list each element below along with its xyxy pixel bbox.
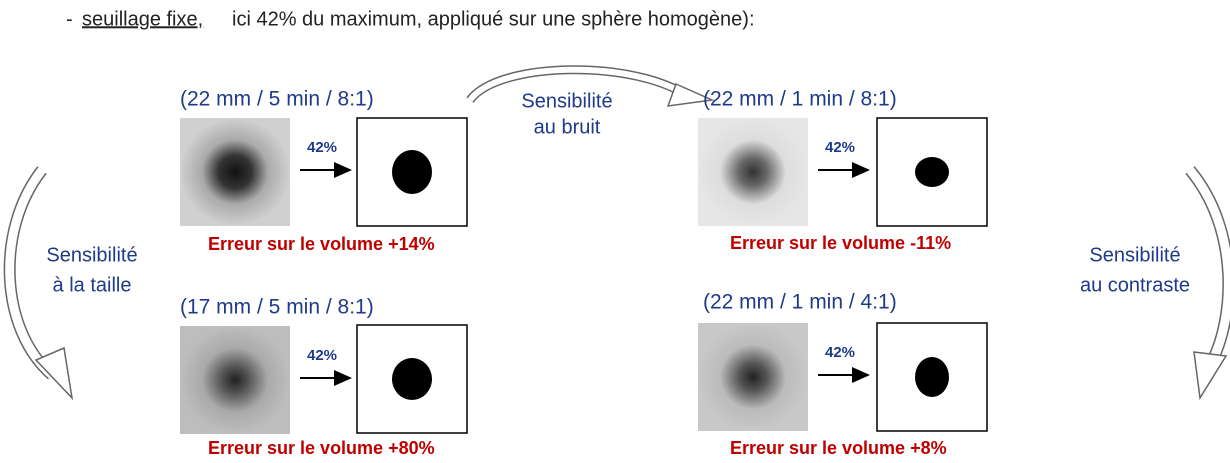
threshold-label: 42%	[825, 139, 855, 156]
segmented-blob	[915, 157, 949, 187]
volume-error: Erreur sur le volume -11%	[730, 233, 951, 253]
sensitivity-label: au contraste	[1080, 274, 1190, 296]
volume-error: Erreur sur le volume +8%	[730, 438, 947, 458]
panel-caption: (22 mm / 1 min / 4:1)	[703, 291, 897, 314]
header-underlined: seuillage fixe,	[82, 8, 203, 30]
pet-image	[698, 323, 808, 431]
segmented-blob	[392, 358, 432, 400]
sensitivity-label: Sensibilité	[46, 244, 137, 266]
threshold-label: 42%	[307, 347, 337, 364]
panel-caption: (17 mm / 5 min / 8:1)	[180, 296, 374, 319]
sensitivity-label: au bruit	[534, 116, 601, 138]
threshold-label: 42%	[825, 344, 855, 361]
arrow-contrast	[1190, 170, 1228, 398]
segmented-blob	[915, 357, 949, 397]
segmented-blob	[392, 150, 432, 194]
header-prefix: -	[66, 8, 73, 30]
panel-caption: (22 mm / 1 min / 8:1)	[703, 88, 897, 111]
sensitivity-label: à la taille	[53, 274, 132, 296]
volume-error: Erreur sur le volume +14%	[208, 234, 435, 254]
sensitivity-label: Sensibilité	[521, 90, 612, 112]
pet-image	[180, 326, 290, 434]
slide: - seuillage fixe, ici 42% du maximum, ap…	[0, 0, 1230, 463]
volume-error: Erreur sur le volume +80%	[208, 438, 435, 458]
panel-caption: (22 mm / 5 min / 8:1)	[180, 88, 374, 111]
threshold-label: 42%	[307, 139, 337, 156]
header-text: ici 42% du maximum, appliqué sur une sph…	[232, 8, 755, 30]
sensitivity-label: Sensibilité	[1089, 244, 1180, 266]
pet-image	[698, 118, 808, 226]
pet-image	[180, 118, 290, 226]
